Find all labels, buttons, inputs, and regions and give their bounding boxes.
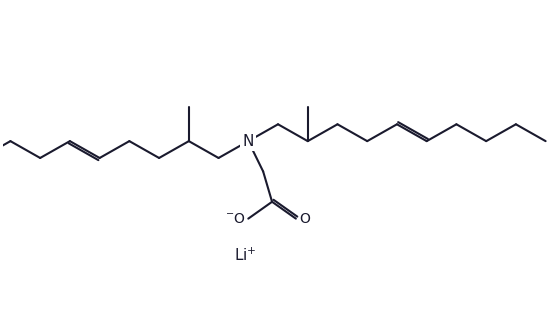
Text: N: N [242,134,254,149]
Text: O: O [299,211,310,226]
Text: $^{-}$O: $^{-}$O [225,211,245,226]
Text: Li$^{+}$: Li$^{+}$ [234,246,256,264]
